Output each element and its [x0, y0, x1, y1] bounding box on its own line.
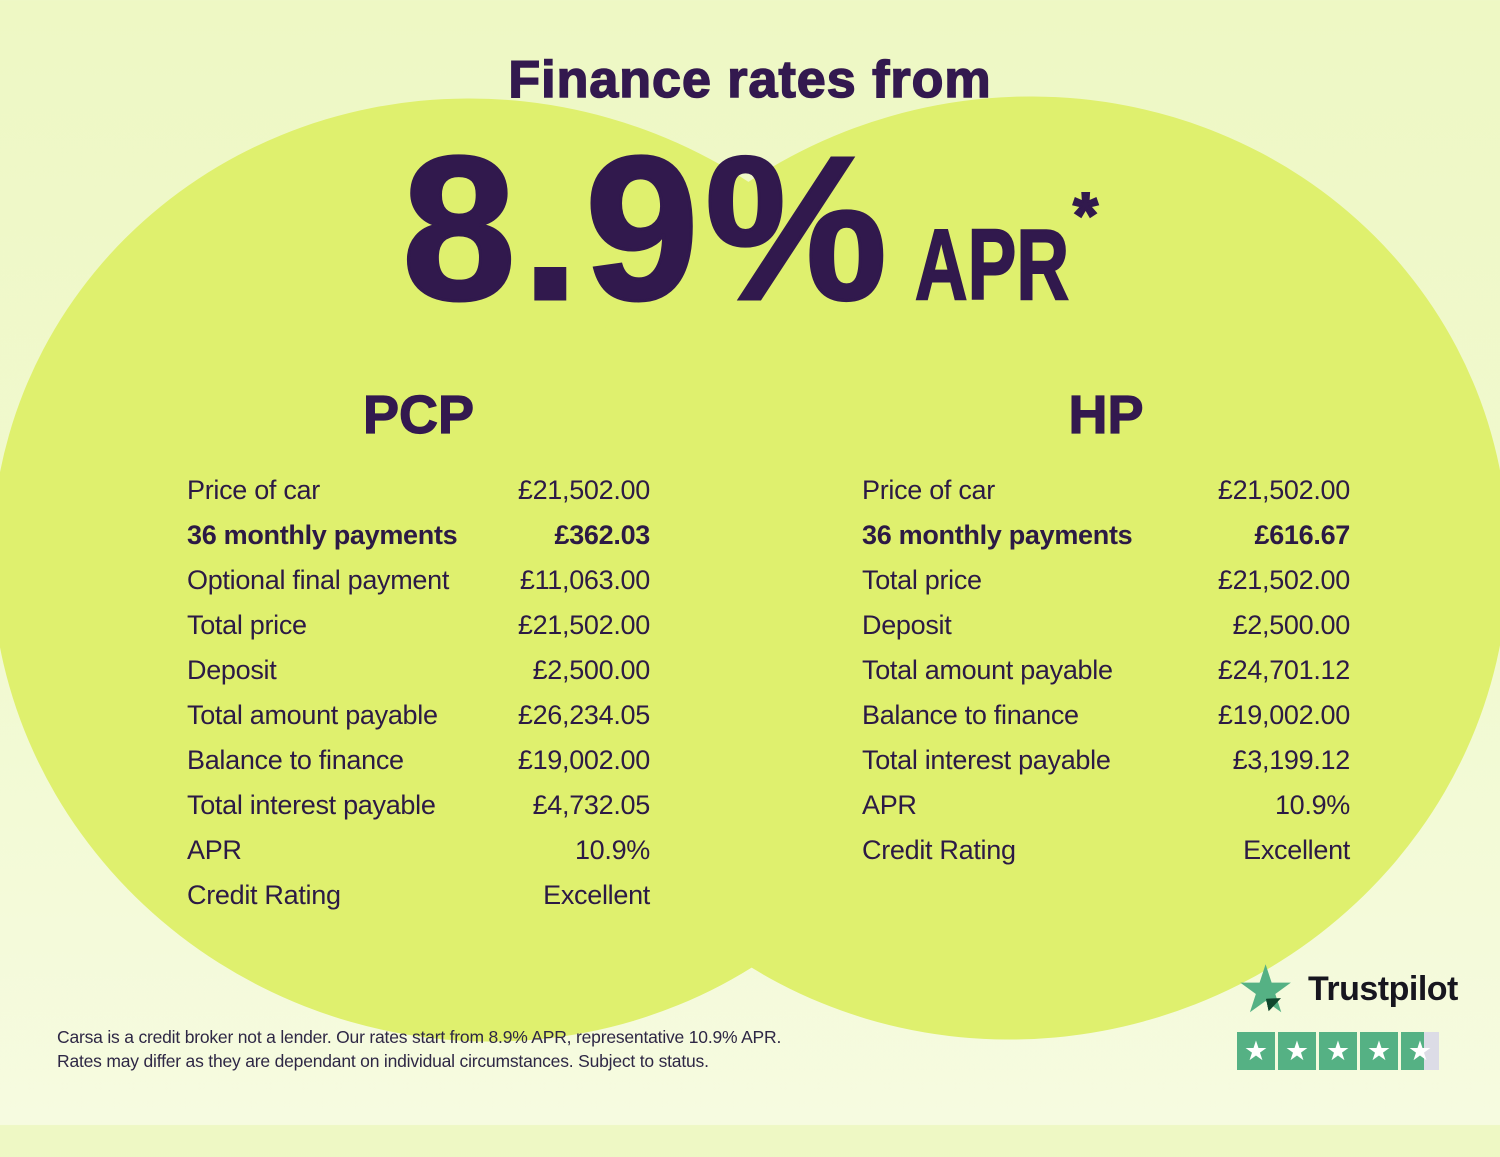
- hp-row: APR 10.9%: [862, 783, 1350, 828]
- row-value: 10.9%: [574, 835, 650, 865]
- row-label: Credit Rating: [862, 835, 1016, 865]
- row-label: Total amount payable: [862, 655, 1113, 685]
- row-label: APR: [862, 790, 917, 820]
- row-value: £2,500.00: [532, 655, 651, 685]
- row-value: £21,502.00: [1217, 565, 1350, 595]
- hp-table: Price of car £21,502.00 36 monthly payment…: [862, 468, 1350, 873]
- hp-row: Total price £21,502.00: [862, 558, 1350, 603]
- pcp-row: Total interest payable £4,732.05: [187, 783, 650, 828]
- row-label: 36 monthly payments: [862, 520, 1133, 550]
- trustpilot-rating-stars: ★ ★ ★ ★ ★: [1237, 1032, 1439, 1070]
- row-value: £19,002.00: [517, 745, 650, 775]
- row-value: £24,701.12: [1217, 655, 1350, 685]
- hp-row: Total interest payable £3,199.12: [862, 738, 1350, 783]
- row-label: Price of car: [187, 475, 320, 505]
- hp-row: Deposit £2,500.00: [862, 603, 1350, 648]
- row-label: Deposit: [187, 655, 277, 685]
- row-label: Total amount payable: [187, 700, 438, 730]
- trustpilot-rating-star-icon: ★: [1319, 1032, 1357, 1070]
- trustpilot-star-icon: ★: [1236, 952, 1296, 1026]
- pcp-row: Total amount payable £26,234.05: [187, 693, 650, 738]
- pcp-title: PCP: [362, 384, 475, 445]
- row-value: Excellent: [543, 880, 650, 910]
- row-label: 36 monthly payments: [187, 520, 458, 550]
- apr-label: APR: [914, 209, 1070, 321]
- trustpilot-rating-star-icon: ★: [1360, 1032, 1398, 1070]
- pcp-row: Total price £21,502.00: [187, 603, 650, 648]
- row-label: APR: [187, 835, 242, 865]
- row-label: Deposit: [862, 610, 952, 640]
- row-value: £616.67: [1254, 520, 1351, 550]
- row-value: £362.03: [554, 520, 651, 550]
- row-value: Excellent: [1243, 835, 1350, 865]
- row-value: £21,502.00: [517, 610, 650, 640]
- hp-row: Price of car £21,502.00: [862, 468, 1350, 513]
- row-value: £11,063.00: [519, 565, 650, 595]
- row-label: Total interest payable: [862, 745, 1111, 775]
- rate-value: 8.9%: [400, 114, 894, 343]
- disclaimer-line-2: Rates may differ as they are dependant o…: [57, 1050, 709, 1071]
- trustpilot-rating-star-icon: ★: [1401, 1032, 1439, 1070]
- pcp-row: APR 10.9%: [187, 828, 650, 873]
- row-label: Balance to finance: [187, 745, 404, 775]
- row-value: £2,500.00: [1232, 610, 1351, 640]
- trustpilot-rating-star-icon: ★: [1278, 1032, 1316, 1070]
- row-label: Price of car: [862, 475, 995, 505]
- hp-row: Credit Rating Excellent: [862, 828, 1350, 873]
- rate-headline: 8.9% APR *: [400, 114, 1099, 343]
- pcp-row: Credit Rating Excellent: [187, 873, 650, 918]
- hp-row: Balance to finance £19,002.00: [862, 693, 1350, 738]
- row-value: £26,234.05: [517, 700, 650, 730]
- row-label: Balance to finance: [862, 700, 1079, 730]
- row-label: Optional final payment: [187, 565, 450, 595]
- row-value: £3,199.12: [1232, 745, 1351, 775]
- trustpilot-brand-name: Trustpilot: [1308, 969, 1458, 1008]
- pcp-row: Deposit £2,500.00: [187, 648, 650, 693]
- hp-title: HP: [1068, 384, 1144, 445]
- row-label: Total price: [187, 610, 307, 640]
- pcp-row: Price of car £21,502.00: [187, 468, 650, 513]
- row-value: £21,502.00: [1217, 475, 1350, 505]
- pcp-table: Price of car £21,502.00 36 monthly payment…: [187, 468, 650, 918]
- kicker-heading: Finance rates from: [508, 50, 992, 110]
- row-value: £19,002.00: [1217, 700, 1350, 730]
- asterisk-footnote-marker: *: [1072, 178, 1099, 252]
- pcp-row: Optional final payment £11,063.00: [187, 558, 650, 603]
- row-value: £4,732.05: [532, 790, 651, 820]
- row-label: Credit Rating: [187, 880, 341, 910]
- pcp-row: 36 monthly payments £362.03: [187, 513, 650, 558]
- row-label: Total interest payable: [187, 790, 436, 820]
- hp-row: Total amount payable £24,701.12: [862, 648, 1350, 693]
- trustpilot-logo: ★ Trustpilot: [1236, 952, 1458, 1026]
- row-value: 10.9%: [1274, 790, 1350, 820]
- disclaimer-text: Carsa is a credit broker not a lender. O…: [57, 1026, 781, 1073]
- pcp-row: Balance to finance £19,002.00: [187, 738, 650, 783]
- hp-row: 36 monthly payments £616.67: [862, 513, 1350, 558]
- disclaimer-line-1: Carsa is a credit broker not a lender. O…: [57, 1027, 782, 1047]
- row-label: Total price: [862, 565, 982, 595]
- trustpilot-rating-star-icon: ★: [1237, 1032, 1275, 1070]
- row-value: £21,502.00: [517, 475, 650, 505]
